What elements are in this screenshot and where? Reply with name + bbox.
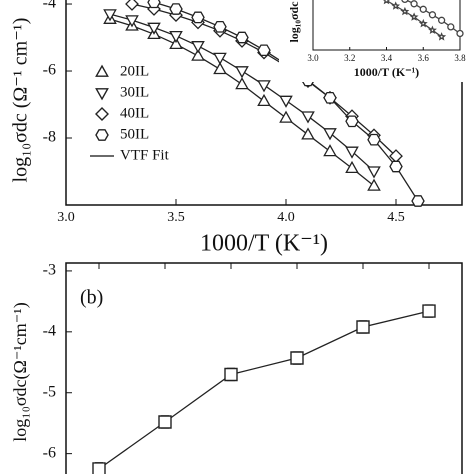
x-tick-label: 3.8 xyxy=(454,53,466,63)
panel-label: (b) xyxy=(80,287,103,309)
data-point xyxy=(147,0,161,9)
y-tick-label: -5 xyxy=(43,383,56,400)
data-point xyxy=(213,61,227,75)
legend-label: 40IL xyxy=(120,105,149,121)
data-point xyxy=(391,1,401,10)
legend-symbol xyxy=(95,88,109,101)
data-point xyxy=(169,30,183,44)
data-point xyxy=(279,95,293,108)
x-tick-label: 3.0 xyxy=(307,53,319,63)
y-tick-label: -8 xyxy=(43,129,56,146)
data-point xyxy=(323,91,337,104)
data-point xyxy=(401,0,409,3)
legend-label: 50IL xyxy=(120,126,149,142)
legend-symbol xyxy=(95,64,109,77)
y-tick-label: -6 xyxy=(43,62,56,79)
data-point xyxy=(103,9,117,22)
data-point xyxy=(447,23,455,31)
data-point xyxy=(437,16,446,24)
data-point xyxy=(158,415,172,429)
x-tick-label: 4.0 xyxy=(277,210,295,225)
y-axis-label: log₁₀σdc xyxy=(287,1,301,43)
y-axis-label: log₁₀σdc (Ω⁻¹ cm⁻¹) xyxy=(10,18,32,183)
data-point xyxy=(437,32,447,41)
plot-frame xyxy=(65,0,463,206)
data-point xyxy=(235,77,249,90)
data-point xyxy=(169,36,183,50)
data-point xyxy=(224,367,238,382)
data-point xyxy=(279,110,293,123)
data-point xyxy=(290,351,304,365)
data-point xyxy=(383,0,390,5)
data-point xyxy=(257,80,271,93)
data-point xyxy=(235,31,249,44)
data-point xyxy=(418,18,428,28)
data-point xyxy=(345,160,359,174)
y-tick-label: -4 xyxy=(43,322,56,339)
data-point xyxy=(169,3,183,15)
x-tick-label: 3.6 xyxy=(418,53,430,63)
data-point xyxy=(191,11,205,24)
data-point xyxy=(422,304,436,318)
data-point xyxy=(191,41,205,54)
data-point xyxy=(147,22,161,35)
data-point xyxy=(191,48,205,61)
data-point xyxy=(257,93,271,107)
data-point xyxy=(367,133,381,146)
data-point xyxy=(92,462,106,474)
data-point xyxy=(427,25,437,34)
legend-label: 30IL xyxy=(120,84,149,100)
legend-symbol xyxy=(95,129,109,141)
y-tick-label: -4 xyxy=(43,0,56,12)
data-point xyxy=(400,6,410,16)
data-point xyxy=(410,0,418,8)
y-tick-label: -6 xyxy=(43,444,56,461)
data-point xyxy=(428,11,437,19)
data-point xyxy=(411,195,425,207)
data-point xyxy=(125,15,139,28)
data-point xyxy=(356,320,370,334)
x-tick-label: 3.2 xyxy=(344,53,355,63)
x-axis-label: 1000/T (K⁻¹) xyxy=(200,231,328,257)
plot-frame xyxy=(65,262,463,474)
data-point xyxy=(301,111,315,124)
connect-line xyxy=(98,310,430,470)
legend-label: 20IL xyxy=(120,63,149,79)
data-point xyxy=(213,52,227,65)
data-point xyxy=(323,144,337,157)
x-tick-label: 4.5 xyxy=(387,210,405,225)
inset-background xyxy=(279,0,474,82)
legend-label: VTF Fit xyxy=(120,147,170,163)
data-point xyxy=(419,5,427,13)
data-point xyxy=(301,127,315,140)
data-point xyxy=(125,0,139,11)
x-axis-label: 1000/T (K⁻¹) xyxy=(354,65,419,79)
legend-symbol xyxy=(95,107,109,121)
data-point xyxy=(367,178,381,191)
data-point xyxy=(257,44,271,57)
data-point xyxy=(213,20,227,33)
y-axis-label: log₁₀σdc(Ω⁻¹cm⁻¹) xyxy=(10,302,31,441)
data-point xyxy=(456,29,464,38)
y-tick-label: -3 xyxy=(43,262,56,279)
data-point xyxy=(235,66,249,79)
x-tick-label: 3.4 xyxy=(381,53,393,63)
data-point xyxy=(389,160,403,173)
data-point xyxy=(409,12,419,21)
data-point xyxy=(367,166,381,179)
x-tick-label: 3.5 xyxy=(167,210,185,225)
data-point xyxy=(345,146,359,159)
data-point xyxy=(323,128,337,141)
x-tick-label: 3.0 xyxy=(57,210,75,225)
data-point xyxy=(345,115,359,128)
